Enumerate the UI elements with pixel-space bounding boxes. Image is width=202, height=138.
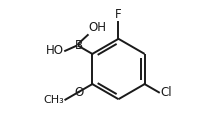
Text: OH: OH (88, 21, 106, 34)
Text: B: B (75, 39, 83, 52)
Text: HO: HO (46, 44, 64, 57)
Text: F: F (115, 8, 122, 21)
Text: O: O (74, 86, 83, 99)
Text: CH₃: CH₃ (44, 95, 64, 105)
Text: Cl: Cl (160, 87, 172, 99)
